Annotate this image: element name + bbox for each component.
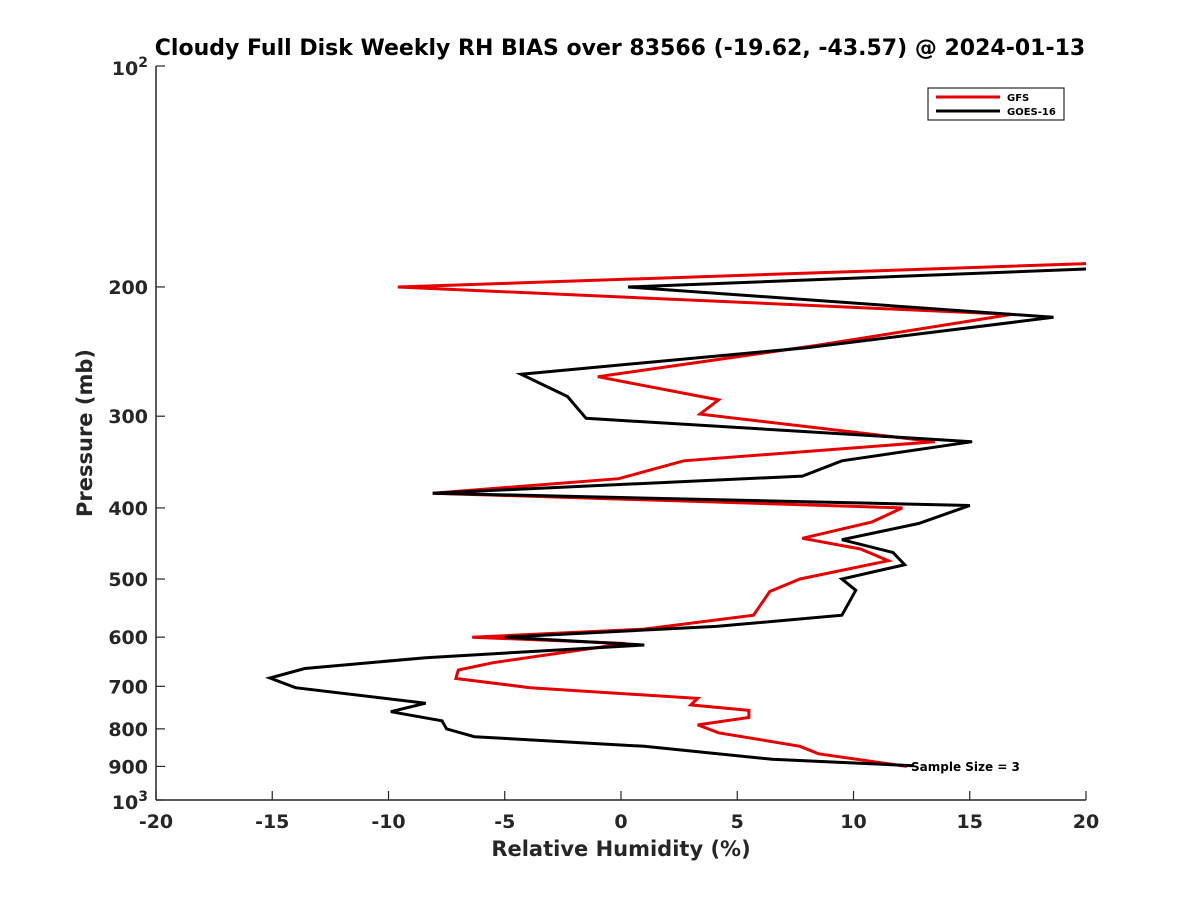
series-line-goes16	[265, 267, 1086, 768]
x-tick-label: -10	[371, 811, 405, 833]
legend-label-gfs: GFS	[1007, 93, 1029, 104]
x-tick-label: -5	[494, 811, 515, 833]
x-tick-label: 0	[614, 811, 627, 833]
x-tick-label: -15	[255, 811, 289, 833]
legend: GFS GOES-16	[927, 87, 1065, 121]
y-ticks: 200 300 400 500 600 700 800 900 102 103	[108, 55, 165, 814]
x-tick-label: 5	[731, 811, 744, 833]
x-tick-label: 10	[840, 811, 866, 833]
y-decade-label: 102	[112, 55, 148, 80]
legend-box	[927, 87, 1065, 121]
x-ticks: -20 -15 -10 -5 0 5 10 15 20	[139, 791, 1099, 833]
y-decade-label: 103	[112, 789, 148, 814]
y-tick-label: 400	[108, 498, 148, 520]
sample-size-annotation: Sample Size = 3	[911, 760, 1020, 774]
y-tick-label: 200	[108, 277, 148, 299]
series-layer	[265, 262, 1086, 768]
x-axis-label: Relative Humidity (%)	[491, 837, 750, 861]
y-axis-label: Pressure (mb)	[73, 349, 97, 517]
y-tick-label: 300	[108, 406, 148, 428]
chart-title: Cloudy Full Disk Weekly RH BIAS over 835…	[155, 36, 1085, 61]
y-tick-label: 700	[108, 676, 148, 698]
y-tick-label: 900	[108, 756, 148, 778]
x-tick-label: 20	[1073, 811, 1099, 833]
y-tick-label: 800	[108, 719, 148, 741]
y-tick-label: 600	[108, 627, 148, 649]
legend-label-goes16: GOES-16	[1007, 107, 1056, 118]
series-line-gfs	[397, 262, 1086, 768]
y-tick-label: 500	[108, 569, 148, 591]
x-tick-label: -20	[139, 811, 173, 833]
x-tick-label: 15	[957, 811, 983, 833]
